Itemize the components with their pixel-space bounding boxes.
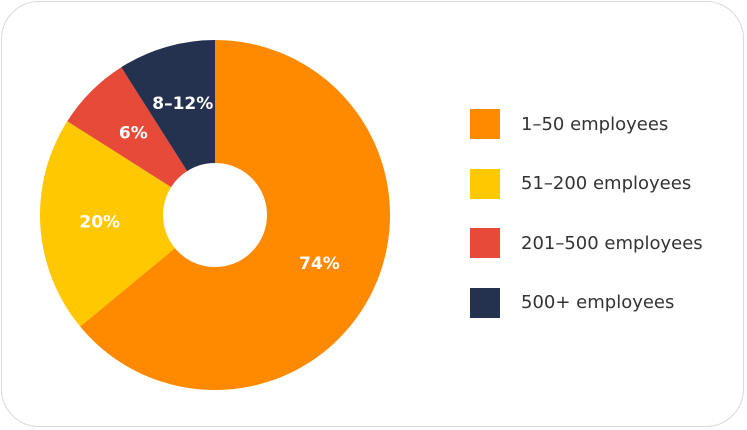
legend-swatch bbox=[470, 287, 500, 318]
donut-slice bbox=[80, 40, 391, 391]
legend-label: 1–50 employees bbox=[521, 113, 669, 135]
donut-slice bbox=[121, 40, 215, 172]
legend-item: 1–50 employees bbox=[470, 109, 703, 139]
chart-legend: 1–50 employees 51–200 employees 201–500 … bbox=[470, 109, 703, 347]
slice-data-label: 8–12% bbox=[152, 94, 213, 114]
donut-slice bbox=[40, 121, 175, 327]
legend-item: 500+ employees bbox=[470, 287, 703, 318]
slice-data-label: 6% bbox=[119, 123, 148, 143]
slice-data-label: 20% bbox=[79, 212, 120, 232]
legend-label: 201–500 employees bbox=[521, 232, 703, 254]
legend-swatch bbox=[470, 228, 500, 258]
legend-item: 201–500 employees bbox=[470, 228, 703, 258]
slice-data-label: 74% bbox=[299, 254, 340, 274]
legend-swatch bbox=[470, 168, 500, 199]
donut-slice bbox=[67, 67, 188, 188]
legend-label: 51–200 employees bbox=[521, 173, 692, 194]
legend-item: 51–200 employees bbox=[470, 168, 703, 199]
legend-label: 500+ employees bbox=[521, 292, 675, 313]
legend-swatch bbox=[470, 109, 500, 139]
